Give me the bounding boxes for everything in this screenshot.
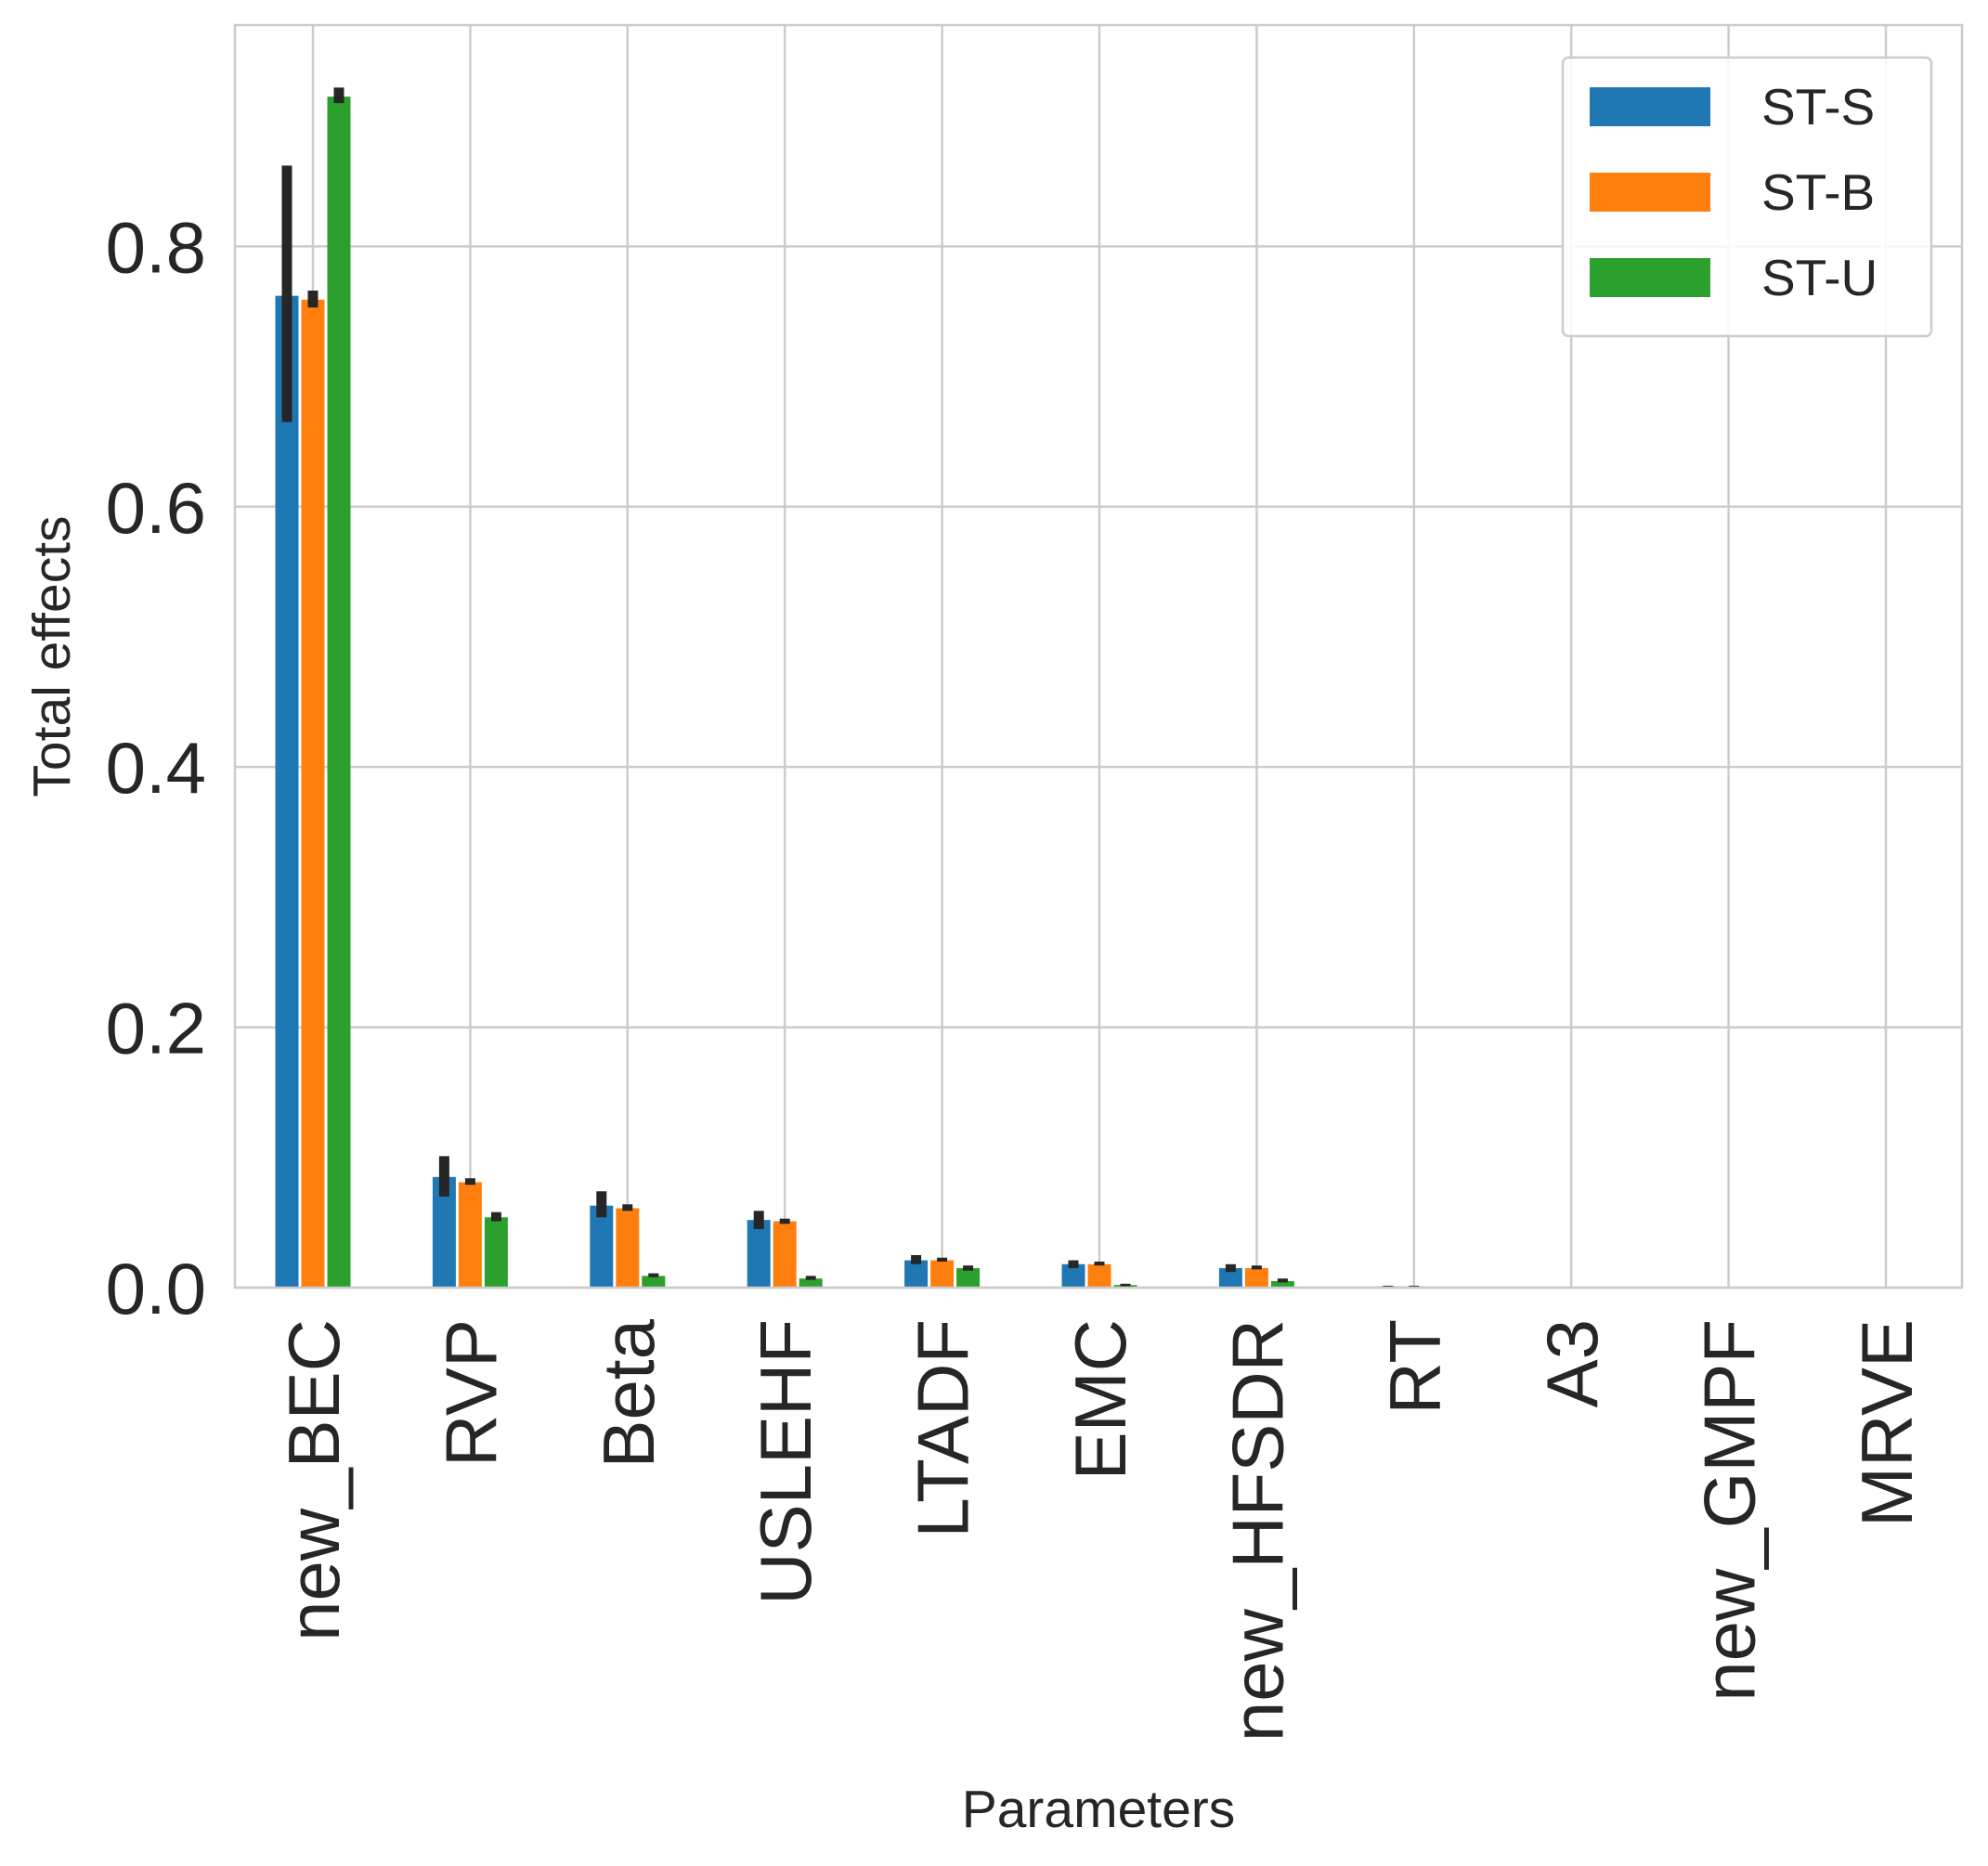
y-tick-labels: 0.0 0.2 0.4 0.6 0.8 <box>106 206 206 1329</box>
legend-swatch-ST-U <box>1590 258 1710 297</box>
bar-ST-S-LTADF <box>904 1260 929 1288</box>
bar-ST-U-Beta <box>642 1276 666 1288</box>
bar-ST-S-Beta <box>590 1205 614 1288</box>
legend-label: ST-S <box>1761 78 1875 136</box>
bar-ST-U-new_HFSDR <box>1270 1280 1294 1288</box>
x-tick-label: Beta <box>588 1318 669 1468</box>
x-axis-label: Parameters <box>962 1780 1236 1839</box>
x-tick-label: RVP <box>430 1319 512 1467</box>
x-tick-label: LTADF <box>903 1319 984 1537</box>
bar-ST-U-LTADF <box>956 1267 981 1288</box>
y-tick-label: 0.2 <box>106 988 206 1069</box>
bar-ST-B-EMC <box>1087 1263 1111 1288</box>
bar-ST-U-USLEHF <box>799 1278 823 1288</box>
bar-ST-B-Beta <box>616 1208 640 1288</box>
plot-frame <box>233 23 1964 1289</box>
bar-ST-U-new_BEC <box>327 97 351 1288</box>
bar-ST-B-RVP <box>458 1182 482 1288</box>
y-axis-label: Total effects <box>22 515 82 797</box>
error-bars <box>281 87 1420 1288</box>
legend: ST-S ST-B ST-U <box>1561 56 1933 338</box>
bar-ST-B-LTADF <box>930 1260 955 1288</box>
x-tick-label: new_HFSDR <box>1216 1319 1298 1742</box>
bars <box>275 97 1426 1288</box>
x-tick-labels: new_BEC RVP Beta USLEHF LTADF EMC new_HFSDR RT A… <box>273 1318 1928 1742</box>
bar-ST-B-new_BEC <box>301 299 325 1288</box>
x-tick-label: A3 <box>1531 1319 1613 1407</box>
bar-ST-S-new_BEC <box>275 295 299 1288</box>
y-tick-label: 0.6 <box>106 467 206 549</box>
legend-label: ST-U <box>1761 249 1878 306</box>
bar-ST-S-USLEHF <box>747 1220 771 1288</box>
bar-ST-B-USLEHF <box>773 1221 797 1288</box>
legend-swatch-ST-S <box>1590 87 1710 126</box>
legend-label: ST-B <box>1761 163 1875 221</box>
y-tick-label: 0.8 <box>106 206 206 288</box>
bar-ST-U-RVP <box>484 1217 508 1288</box>
x-tick-label: MRVE <box>1846 1319 1928 1527</box>
y-tick-label: 0.4 <box>106 727 206 809</box>
x-tick-label: USLEHF <box>745 1319 826 1605</box>
x-tick-label: new_BEC <box>273 1319 355 1641</box>
y-tick-label: 0.0 <box>106 1248 206 1329</box>
grid <box>235 25 1962 1289</box>
bar-ST-B-new_HFSDR <box>1244 1267 1268 1288</box>
x-tick-label: RT <box>1374 1319 1456 1415</box>
x-tick-label: EMC <box>1059 1319 1141 1480</box>
x-tick-label: new_GMPF <box>1689 1319 1771 1702</box>
bar-ST-S-new_HFSDR <box>1218 1267 1242 1288</box>
legend-swatch-ST-B <box>1590 173 1710 212</box>
